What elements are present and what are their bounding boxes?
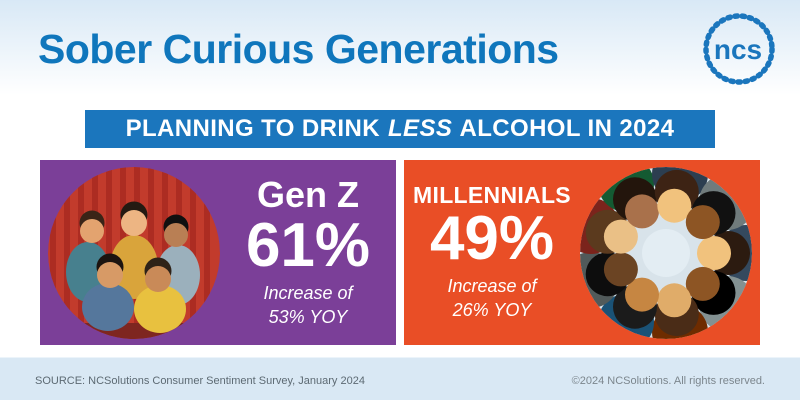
banner-text-suffix: ALCOHOL IN 2024 bbox=[453, 115, 675, 142]
copyright-text: ©2024 NCSolutions. All rights reserved. bbox=[571, 375, 765, 387]
millennials-stats: MILLENNIALS 49% Increase of 26% YOY bbox=[404, 183, 580, 322]
faces-ring bbox=[585, 169, 750, 336]
page-title: Sober Curious Generations bbox=[38, 26, 559, 72]
ncs-logo-text: ncs bbox=[714, 34, 762, 65]
banner-text-emphasis: LESS bbox=[388, 115, 453, 142]
genz-note: Increase of 53% YOY bbox=[220, 282, 396, 329]
stat-panels: Gen Z 61% Increase of 53% YOY MILLENNIAL… bbox=[40, 160, 760, 345]
genz-stats: Gen Z 61% Increase of 53% YOY bbox=[220, 176, 396, 329]
banner-headline: PLANNING TO DRINK LESS ALCOHOL IN 2024 bbox=[85, 110, 715, 148]
genz-note-line1: Increase of bbox=[263, 283, 353, 304]
source-text: SOURCE: NCSolutions Consumer Sentiment S… bbox=[35, 375, 365, 387]
genz-photo-scene bbox=[48, 166, 220, 339]
banner-text-prefix: PLANNING TO DRINK bbox=[125, 115, 387, 142]
genz-people bbox=[66, 201, 200, 333]
ncs-logo-ring bbox=[703, 13, 775, 85]
genz-value: 61% bbox=[245, 210, 371, 280]
sky-center bbox=[642, 228, 690, 277]
millennials-panel: MILLENNIALS 49% Increase of 26% YOY bbox=[404, 160, 760, 345]
millennials-photo bbox=[580, 166, 752, 339]
genz-note-line2: 53% YOY bbox=[268, 306, 348, 327]
genz-photo bbox=[48, 166, 220, 339]
millennials-note-line1: Increase of bbox=[447, 276, 537, 297]
millennials-label: MILLENNIALS bbox=[413, 181, 571, 208]
genz-panel: Gen Z 61% Increase of 53% YOY bbox=[40, 160, 396, 345]
millennials-photo-scene bbox=[580, 166, 752, 339]
ncs-logo: ncs bbox=[703, 13, 775, 85]
millennials-note-line2: 26% YOY bbox=[452, 299, 532, 320]
footer: SOURCE: NCSolutions Consumer Sentiment S… bbox=[35, 375, 765, 387]
millennials-note: Increase of 26% YOY bbox=[404, 275, 580, 322]
genz-label: Gen Z bbox=[256, 174, 359, 216]
millennials-value: 49% bbox=[429, 204, 555, 274]
